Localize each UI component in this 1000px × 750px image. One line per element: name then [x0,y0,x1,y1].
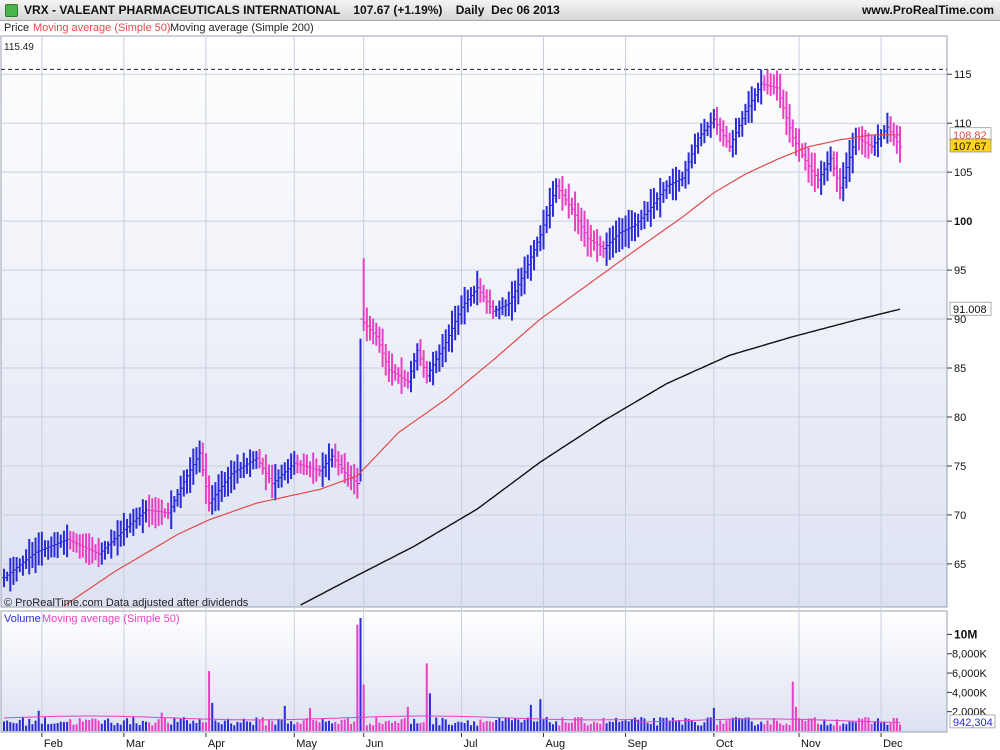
month-tick-label: Oct [716,738,733,750]
month-tick-label: Mar [126,738,145,750]
data-footer: © ProRealTime.com Data adjusted after di… [4,597,249,609]
price-tick-label: 115 [954,69,972,81]
price-tick-label: 110 [954,118,972,130]
site-label: www.ProRealTime.com [861,3,994,17]
volume-tick-label: 4,000K [952,687,988,699]
ma50-line [63,134,900,607]
price-tick-label: 75 [954,461,966,473]
time-axis [0,733,1000,750]
last-change: 107.67 (+1.19%) [353,3,443,17]
chart-svg: 65 70 75 80 85 90 95 100 105 110 115 Feb Mar Apr May Ju… [0,21,1000,750]
volume-ma-line [3,715,901,723]
month-tick-label: Dec [883,738,903,750]
price-legend-label: Price [4,22,29,34]
ma200-line [300,308,901,606]
price-tick-label: 65 [954,559,966,571]
high-reference-label: 115.49 [4,42,34,53]
volume-tick-label: 10M [954,627,977,641]
volume-ma-legend-label: Moving average (Simple 50) [42,613,180,625]
month-tick-label: Jul [463,738,477,750]
ma200-last-label: 91.008 [953,304,987,316]
header-date: Dec 06 2013 [491,3,560,17]
chart-title-bar: VRX - VALEANT PHARMACEUTICALS INTERNATIO… [0,0,1000,21]
ma200-legend-label: Moving average (Simple 200) [170,22,314,34]
ma50-legend-label: Moving average (Simple 50) [33,22,171,34]
price-tick-label: 95 [954,265,966,277]
month-tick-label: Feb [44,738,63,750]
volume-tick-label: 8,000K [952,649,988,661]
price-tick-label: 100 [954,216,972,228]
volume-ma-last-label: 942,304 [953,717,993,729]
volume-legend-label: Volume [4,613,41,625]
month-tick-label: Jun [366,738,384,750]
price-tick-label: 80 [954,412,966,424]
period: Daily [455,3,485,17]
price-tick-label: 85 [954,363,966,375]
price-tick-label: 90 [954,314,966,326]
last-close-label: 107.67 [953,141,987,153]
last-close-box [949,138,992,153]
month-tick-label: Nov [801,738,821,750]
volume-tick-label: 6,000K [952,668,988,680]
month-tick-label: Sep [628,738,648,750]
month-tick-label: May [296,738,317,750]
ma200-last-box [949,301,992,316]
chart-header: VRX - VALEANT PHARMACEUTICALS INTERNATIO… [24,3,560,17]
price-tick-label: 70 [954,510,966,522]
price-tick-label: 105 [954,167,972,179]
symbol-line: VRX - VALEANT PHARMACEUTICALS INTERNATIO… [24,3,340,17]
app-icon [5,4,18,17]
volume-ma-last-box [949,714,996,729]
month-tick-label: Apr [208,738,225,750]
volume-panel [0,610,948,733]
month-tick-label: Aug [546,738,566,750]
